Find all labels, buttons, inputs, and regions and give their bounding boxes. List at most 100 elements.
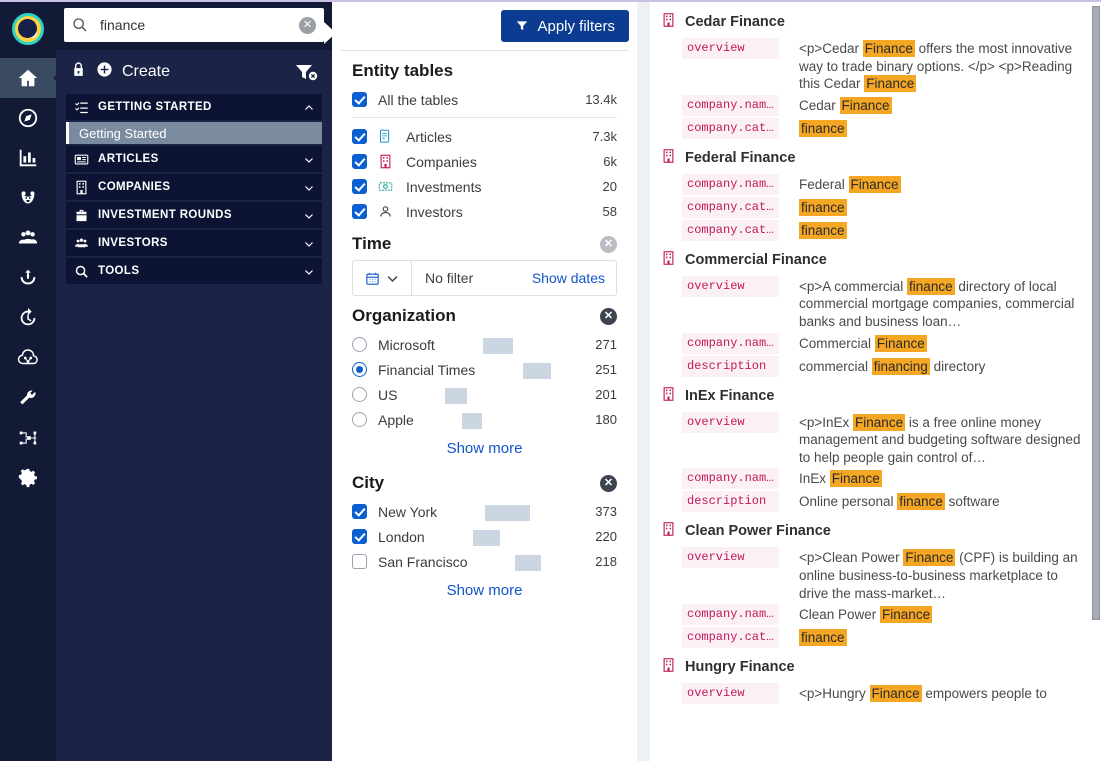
result-title-row[interactable]: InEx Finance <box>656 382 1083 411</box>
result-field-row: description Online personal finance softw… <box>656 490 1083 513</box>
rail-item-analytics[interactable] <box>0 138 56 178</box>
city-show-more[interactable]: Show more <box>446 582 523 599</box>
rail-item-explore[interactable] <box>0 98 56 138</box>
articles-checkbox[interactable] <box>352 129 367 144</box>
rail-item-cloud-network[interactable] <box>0 338 56 378</box>
organization-show-more[interactable]: Show more <box>446 440 523 457</box>
app-logo[interactable] <box>0 0 56 58</box>
result-card[interactable]: Hungry Finance overview <p>Hungry Finance … <box>656 653 1083 705</box>
apply-filters-button[interactable]: Apply filters <box>501 10 629 42</box>
filter-row-investments[interactable]: Investments 20 <box>352 174 617 199</box>
san-francisco-checkbox[interactable] <box>352 554 367 569</box>
result-field-name: company.cat… <box>682 196 779 218</box>
results-list: Cedar Finance overview <p>Cedar Finance of… <box>650 2 1093 761</box>
city-clear-button[interactable]: ✕ <box>600 474 617 492</box>
show-dates-link[interactable]: Show dates <box>531 270 605 286</box>
nav-group-investment-rounds[interactable]: INVESTMENT ROUNDS <box>66 202 322 228</box>
nav-group-tools[interactable]: TOOLS <box>66 258 322 284</box>
result-title-row[interactable]: Federal Finance <box>656 144 1083 173</box>
san-francisco-label: San Francisco <box>378 553 468 570</box>
entity-tables-heading: Entity tables <box>352 61 454 80</box>
result-title-row[interactable]: Clean Power Finance <box>656 517 1083 546</box>
building-icon <box>661 11 676 33</box>
funnel-clear-icon[interactable] <box>294 62 318 82</box>
nav-subitem-getting-started[interactable]: Getting Started <box>66 122 322 144</box>
search-input[interactable] <box>88 17 299 33</box>
chevron-down-icon[interactable] <box>303 153 315 165</box>
scrollbar-thumb[interactable] <box>1092 6 1100 620</box>
create-label[interactable]: Create <box>122 63 171 80</box>
result-title-row[interactable]: Cedar Finance <box>656 8 1083 37</box>
chevron-down-icon[interactable] <box>303 209 315 221</box>
search-area: ✕ <box>56 0 336 50</box>
time-title-row: Time ✕ <box>352 234 617 254</box>
result-field-row: overview <p>Clean Power Finance (CPF) is … <box>656 546 1083 603</box>
apple-radio[interactable] <box>352 412 367 427</box>
investments-checkbox[interactable] <box>352 179 367 194</box>
nav-group-label: TOOLS <box>98 265 140 277</box>
bar-spacer <box>485 153 575 171</box>
result-field-name: overview <box>682 38 779 59</box>
rail-item-home[interactable] <box>0 58 56 98</box>
plus-circle-icon[interactable] <box>96 61 113 83</box>
rail-item-workflow[interactable] <box>0 418 56 458</box>
city-option-san-francisco[interactable]: San Francisco 218 <box>352 549 617 574</box>
result-card[interactable]: Commercial Finance overview <p>A commercia… <box>656 246 1083 378</box>
filter-row-companies[interactable]: Companies 6k <box>352 149 617 174</box>
companies-checkbox[interactable] <box>352 154 367 169</box>
rail-item-anchor[interactable] <box>0 258 56 298</box>
investments-label: Investments <box>406 178 482 195</box>
result-field-value: InEx Finance <box>799 470 882 488</box>
all-tables-checkbox[interactable] <box>352 92 367 107</box>
rail-item-wrench[interactable] <box>0 378 56 418</box>
chevron-up-icon[interactable] <box>303 101 315 113</box>
organization-option-microsoft[interactable]: Microsoft 271 <box>352 332 617 357</box>
organization-option-financial-times[interactable]: Financial Times 251 <box>352 357 617 382</box>
rail-item-settings[interactable] <box>0 458 56 498</box>
investors-checkbox[interactable] <box>352 204 367 219</box>
panel-gutter <box>637 2 650 761</box>
calendar-picker-button[interactable] <box>353 271 411 286</box>
rail-item-people[interactable] <box>0 218 56 258</box>
nav-group-getting-started[interactable]: GETTING STARTED <box>66 94 322 120</box>
result-card[interactable]: InEx Finance overview <p>InEx Finance is a… <box>656 382 1083 514</box>
organization-option-us[interactable]: US 201 <box>352 382 617 407</box>
nav-group-companies[interactable]: COMPANIES <box>66 174 322 200</box>
result-card[interactable]: Cedar Finance overview <p>Cedar Finance of… <box>656 8 1083 140</box>
building-icon <box>661 520 676 542</box>
analytics-icon <box>19 149 37 167</box>
organization-clear-button[interactable]: ✕ <box>600 307 617 325</box>
nav-group-investors[interactable]: INVESTORS <box>66 230 322 256</box>
result-title-row[interactable]: Commercial Finance <box>656 246 1083 275</box>
result-card[interactable]: Federal Finance company.nam… Federal Finan… <box>656 144 1083 242</box>
city-option-london[interactable]: London 220 <box>352 524 617 549</box>
filter-row-all-tables[interactable]: All the tables 13.4k <box>352 87 617 112</box>
search-clear-button[interactable]: ✕ <box>299 16 316 34</box>
financial-times-radio[interactable] <box>352 362 367 377</box>
chevron-down-icon[interactable] <box>303 181 315 193</box>
search-box[interactable]: ✕ <box>64 8 336 44</box>
chevron-down-icon[interactable] <box>303 237 315 249</box>
result-card[interactable]: Clean Power Finance overview <p>Clean Powe… <box>656 517 1083 649</box>
microsoft-radio[interactable] <box>352 337 367 352</box>
match-highlight: Finance <box>839 96 892 114</box>
city-option-new-york[interactable]: New York 373 <box>352 499 617 524</box>
rail-item-history[interactable] <box>0 298 56 338</box>
nav-group-articles[interactable]: ARTICLES <box>66 146 322 172</box>
match-highlight: finance <box>907 277 955 295</box>
lock-icon[interactable] <box>70 61 87 83</box>
london-checkbox[interactable] <box>352 529 367 544</box>
organization-option-apple[interactable]: Apple 180 <box>352 407 617 432</box>
rail-item-bear[interactable] <box>0 178 56 218</box>
filter-row-investors[interactable]: Investors 58 <box>352 199 617 224</box>
chevron-down-icon[interactable] <box>303 265 315 277</box>
us-radio[interactable] <box>352 387 367 402</box>
result-field-value: <p>A commercial finance directory of loc… <box>799 277 1075 329</box>
new-york-checkbox[interactable] <box>352 504 367 519</box>
time-clear-button[interactable]: ✕ <box>600 235 617 253</box>
match-highlight: Finance <box>903 549 956 567</box>
match-highlight: Finance <box>853 413 906 431</box>
result-field-value: Cedar Finance <box>799 96 892 114</box>
filter-row-articles[interactable]: Articles 7.3k <box>352 124 617 149</box>
result-title-row[interactable]: Hungry Finance <box>656 653 1083 682</box>
